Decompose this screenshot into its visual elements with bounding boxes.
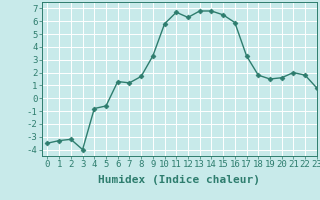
X-axis label: Humidex (Indice chaleur): Humidex (Indice chaleur) [98, 175, 260, 185]
